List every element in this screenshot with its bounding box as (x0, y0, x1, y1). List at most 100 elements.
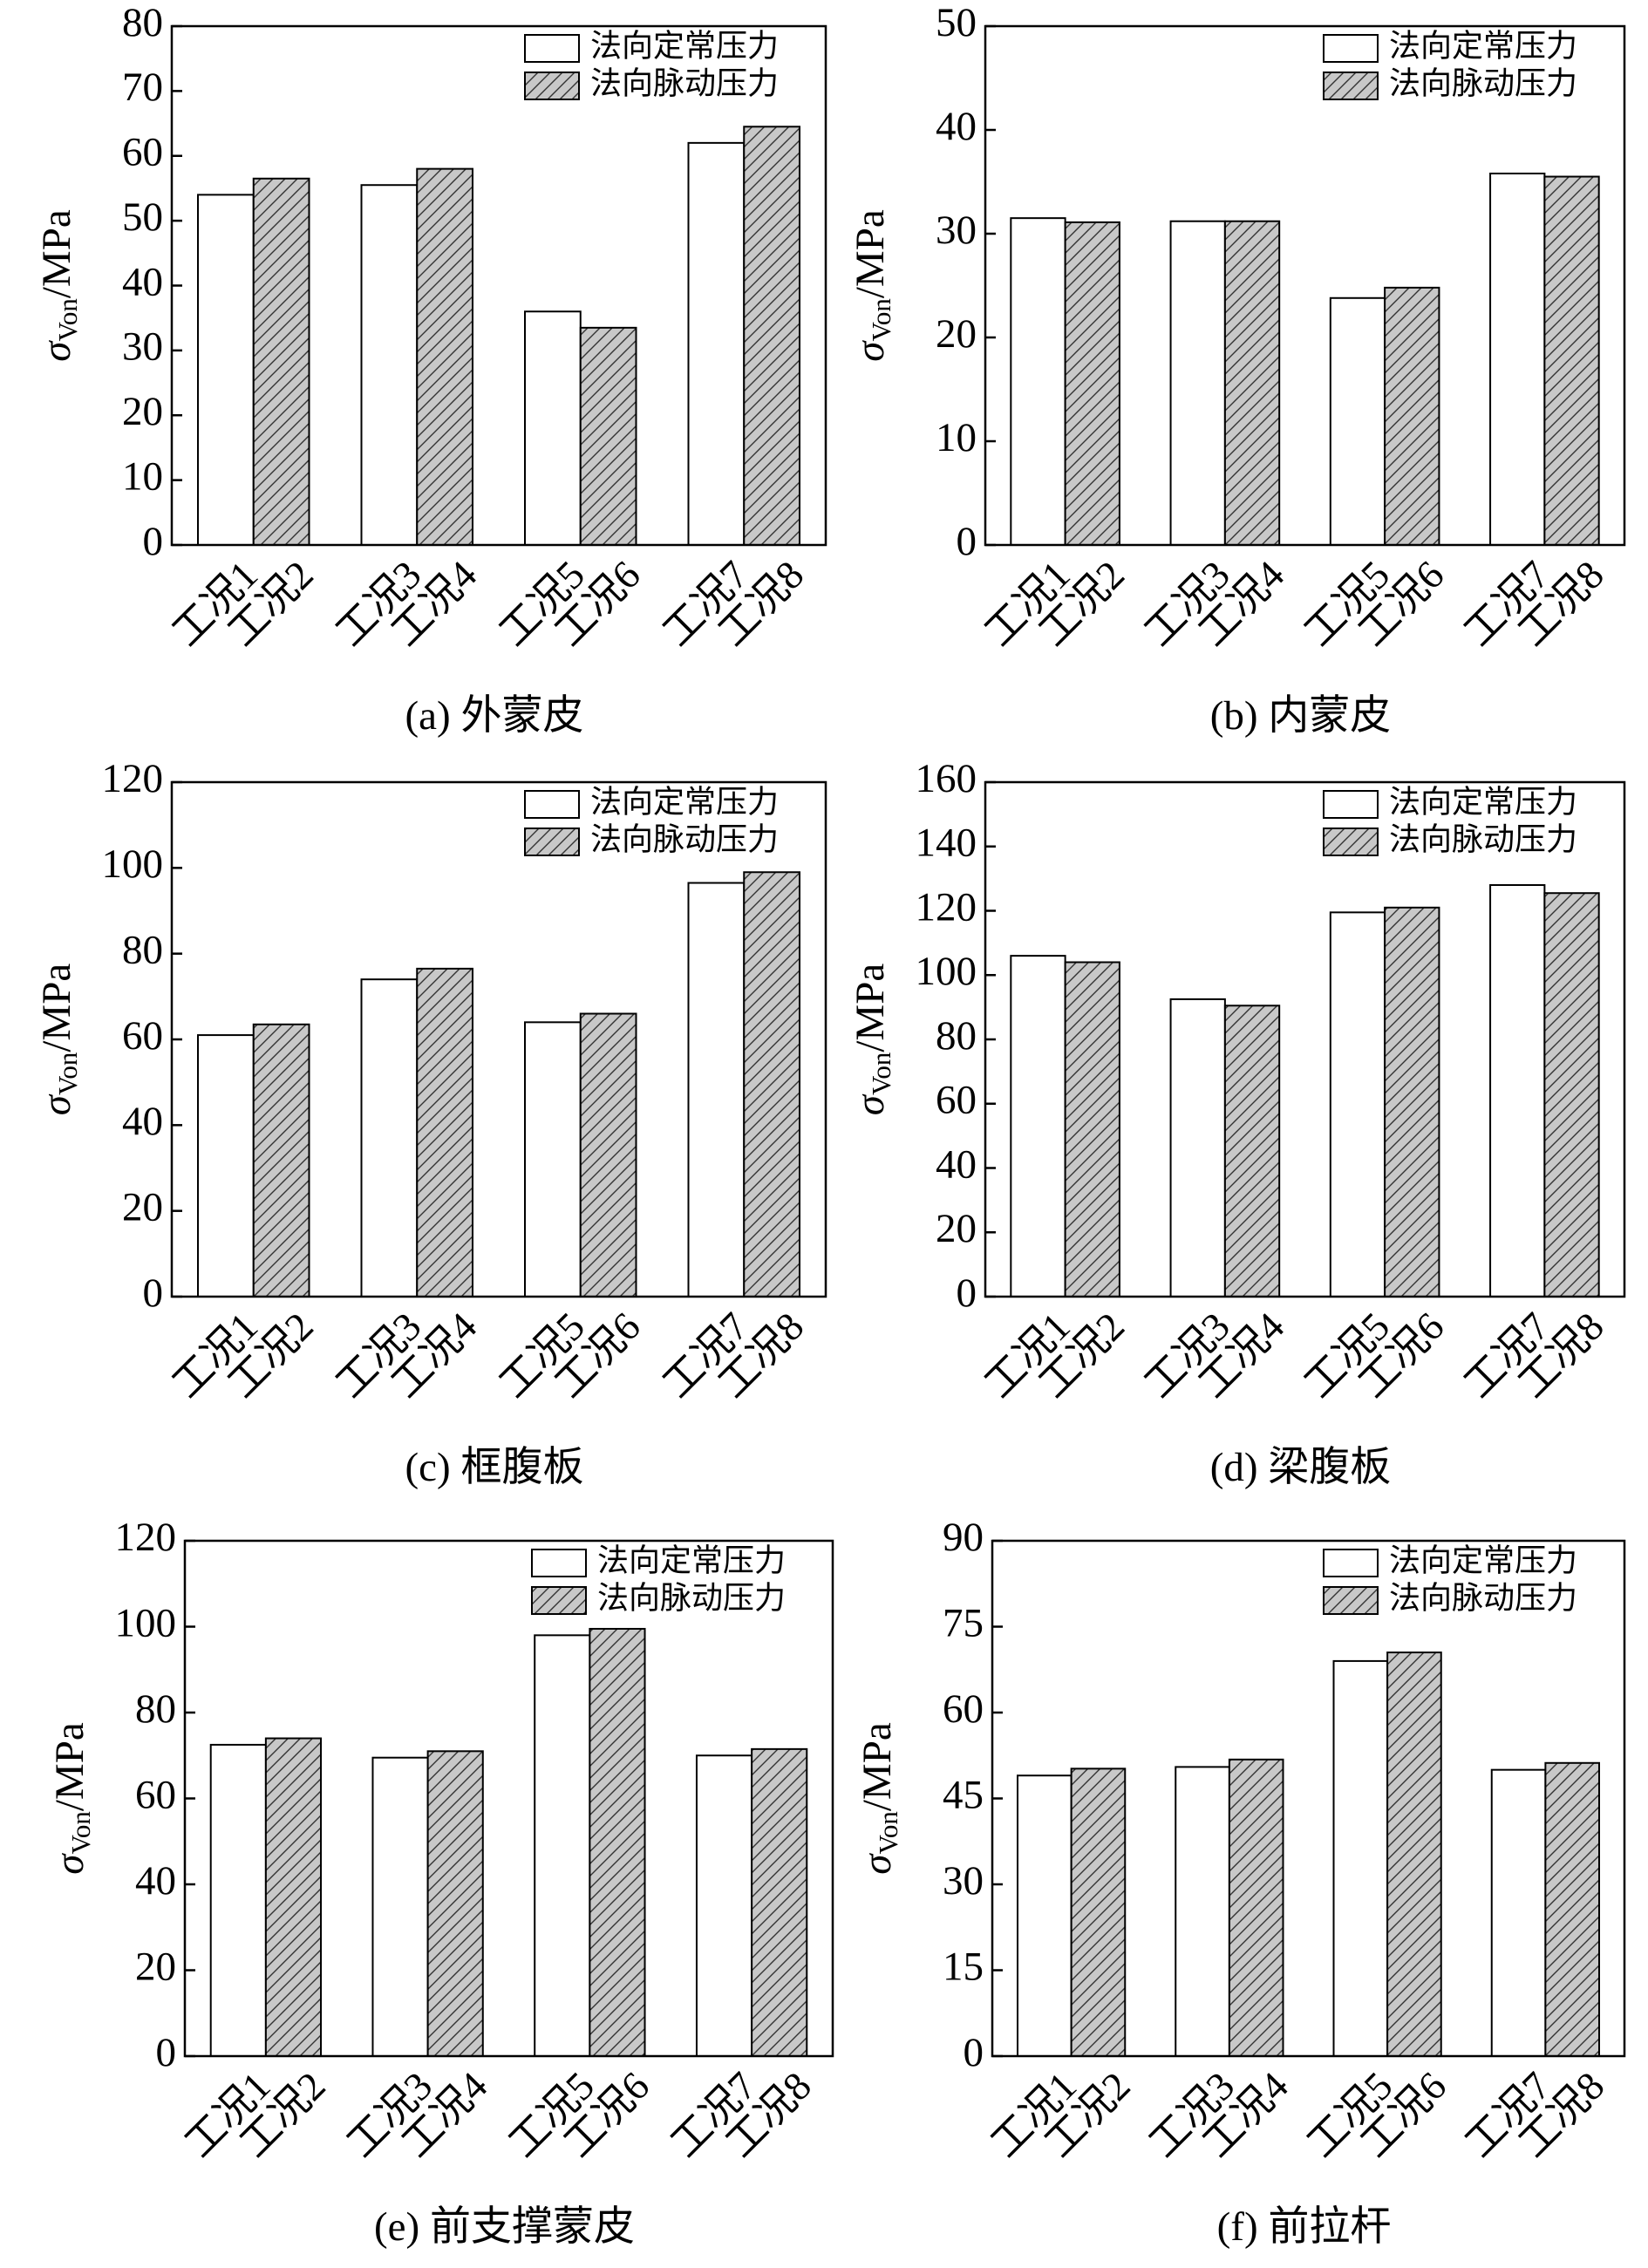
legend-label: 法向定常压力 (1389, 1543, 1577, 1577)
bar (1175, 1766, 1230, 2057)
y-tick-label: 10 (122, 453, 163, 499)
y-label-subscript: Von (873, 1811, 903, 1855)
y-tick-label: 10 (936, 415, 977, 460)
y-label-unit: /MPa (34, 209, 79, 298)
bar (252, 1023, 310, 1297)
y-label-unit: /MPa (34, 964, 79, 1052)
plot-frame (984, 780, 1626, 1298)
legend-label: 法向脉动压力 (1389, 65, 1577, 100)
bar (1010, 217, 1066, 546)
bar (197, 194, 255, 546)
y-tick-label: 0 (156, 2030, 177, 2075)
y-label-unit: /MPa (848, 209, 893, 298)
y-tick-label: 20 (135, 1944, 176, 1989)
plot-frame (170, 780, 827, 1298)
legend-label: 法向脉动压力 (1389, 821, 1577, 856)
bar (1064, 221, 1120, 546)
y-label-symbol: σ (848, 1093, 893, 1115)
bar (579, 1012, 637, 1297)
bar (1386, 1652, 1442, 2058)
bar (1228, 1758, 1284, 2057)
y-label-subscript: Von (866, 1052, 896, 1095)
y-tick-label: 30 (936, 208, 977, 253)
bar (371, 1756, 429, 2058)
panel-caption: (f) 前拉杆 (1217, 2204, 1392, 2250)
y-tick-label: 15 (943, 1944, 984, 1989)
legend-swatch (1323, 828, 1379, 856)
y-tick-label: 60 (936, 1078, 977, 1123)
y-tick-label: 120 (102, 756, 164, 801)
y-tick-label: 60 (943, 1686, 984, 1732)
bar (1489, 884, 1546, 1297)
y-tick-label: 40 (936, 104, 977, 149)
y-tick-label: 80 (135, 1686, 176, 1732)
bar (1384, 286, 1440, 546)
y-label-symbol: σ (848, 340, 893, 362)
y-tick-label: 20 (122, 389, 163, 434)
y-tick-label: 40 (936, 1141, 977, 1187)
bar (1544, 1761, 1600, 2057)
legend-swatch (1323, 72, 1379, 100)
legend-label: 法向定常压力 (590, 784, 779, 819)
bar (416, 167, 473, 546)
bar (695, 1754, 753, 2057)
bar (751, 1747, 808, 2058)
bar (1384, 906, 1440, 1297)
y-tick-label: 80 (936, 1013, 977, 1059)
y-tick-label: 40 (122, 259, 163, 304)
y-tick-label: 120 (916, 884, 977, 930)
bar (743, 871, 800, 1297)
y-tick-label: 40 (122, 1099, 163, 1144)
y-tick-label: 90 (943, 1515, 984, 1560)
y-tick-label: 30 (122, 324, 163, 370)
panel-caption: (d) 梁腹板 (1210, 1445, 1392, 1490)
bar (687, 141, 746, 546)
bar (264, 1737, 323, 2058)
y-tick-label: 60 (135, 1772, 176, 1817)
plot-frame (170, 24, 827, 547)
bar (1169, 220, 1226, 546)
bar (524, 1021, 582, 1298)
y-axis-label: σVon/MPa (848, 209, 896, 362)
legend-swatch (1323, 1549, 1379, 1577)
legend-swatch (1323, 34, 1379, 63)
y-tick-label: 100 (102, 841, 164, 887)
legend-swatch (1323, 790, 1379, 819)
bar (360, 184, 419, 546)
legend-label: 法向脉动压力 (597, 1580, 786, 1615)
legend-label: 法向脉动压力 (590, 821, 779, 856)
y-tick-label: 160 (916, 756, 977, 801)
y-tick-label: 80 (122, 0, 163, 45)
y-label-subscript: Von (866, 298, 896, 342)
y-label-subscript: Von (52, 1052, 83, 1095)
y-label-unit: /MPa (848, 964, 893, 1052)
legend-label: 法向定常压力 (1389, 28, 1577, 63)
y-tick-label: 120 (115, 1515, 177, 1560)
legend-swatch (1323, 1586, 1379, 1615)
bar (252, 177, 310, 546)
y-label-symbol: σ (34, 340, 79, 362)
plot-frame (984, 24, 1626, 547)
bar (1223, 220, 1281, 546)
bar (1223, 1005, 1281, 1297)
legend-swatch (524, 72, 580, 100)
y-tick-label: 70 (122, 65, 163, 110)
bar (589, 1627, 646, 2058)
y-tick-label: 30 (943, 1858, 984, 1904)
legend-swatch (524, 34, 580, 63)
legend-swatch (524, 828, 580, 856)
y-axis-label: σVon/MPa (34, 209, 83, 362)
bar (426, 1750, 484, 2057)
y-tick-label: 0 (957, 519, 977, 564)
y-label-subscript: Von (52, 298, 83, 342)
y-tick-label: 0 (957, 1270, 977, 1316)
y-tick-label: 0 (143, 1270, 164, 1316)
y-label-subscript: Von (65, 1811, 96, 1855)
bar (1010, 955, 1066, 1297)
y-tick-label: 100 (916, 949, 977, 994)
bar (1543, 175, 1600, 547)
